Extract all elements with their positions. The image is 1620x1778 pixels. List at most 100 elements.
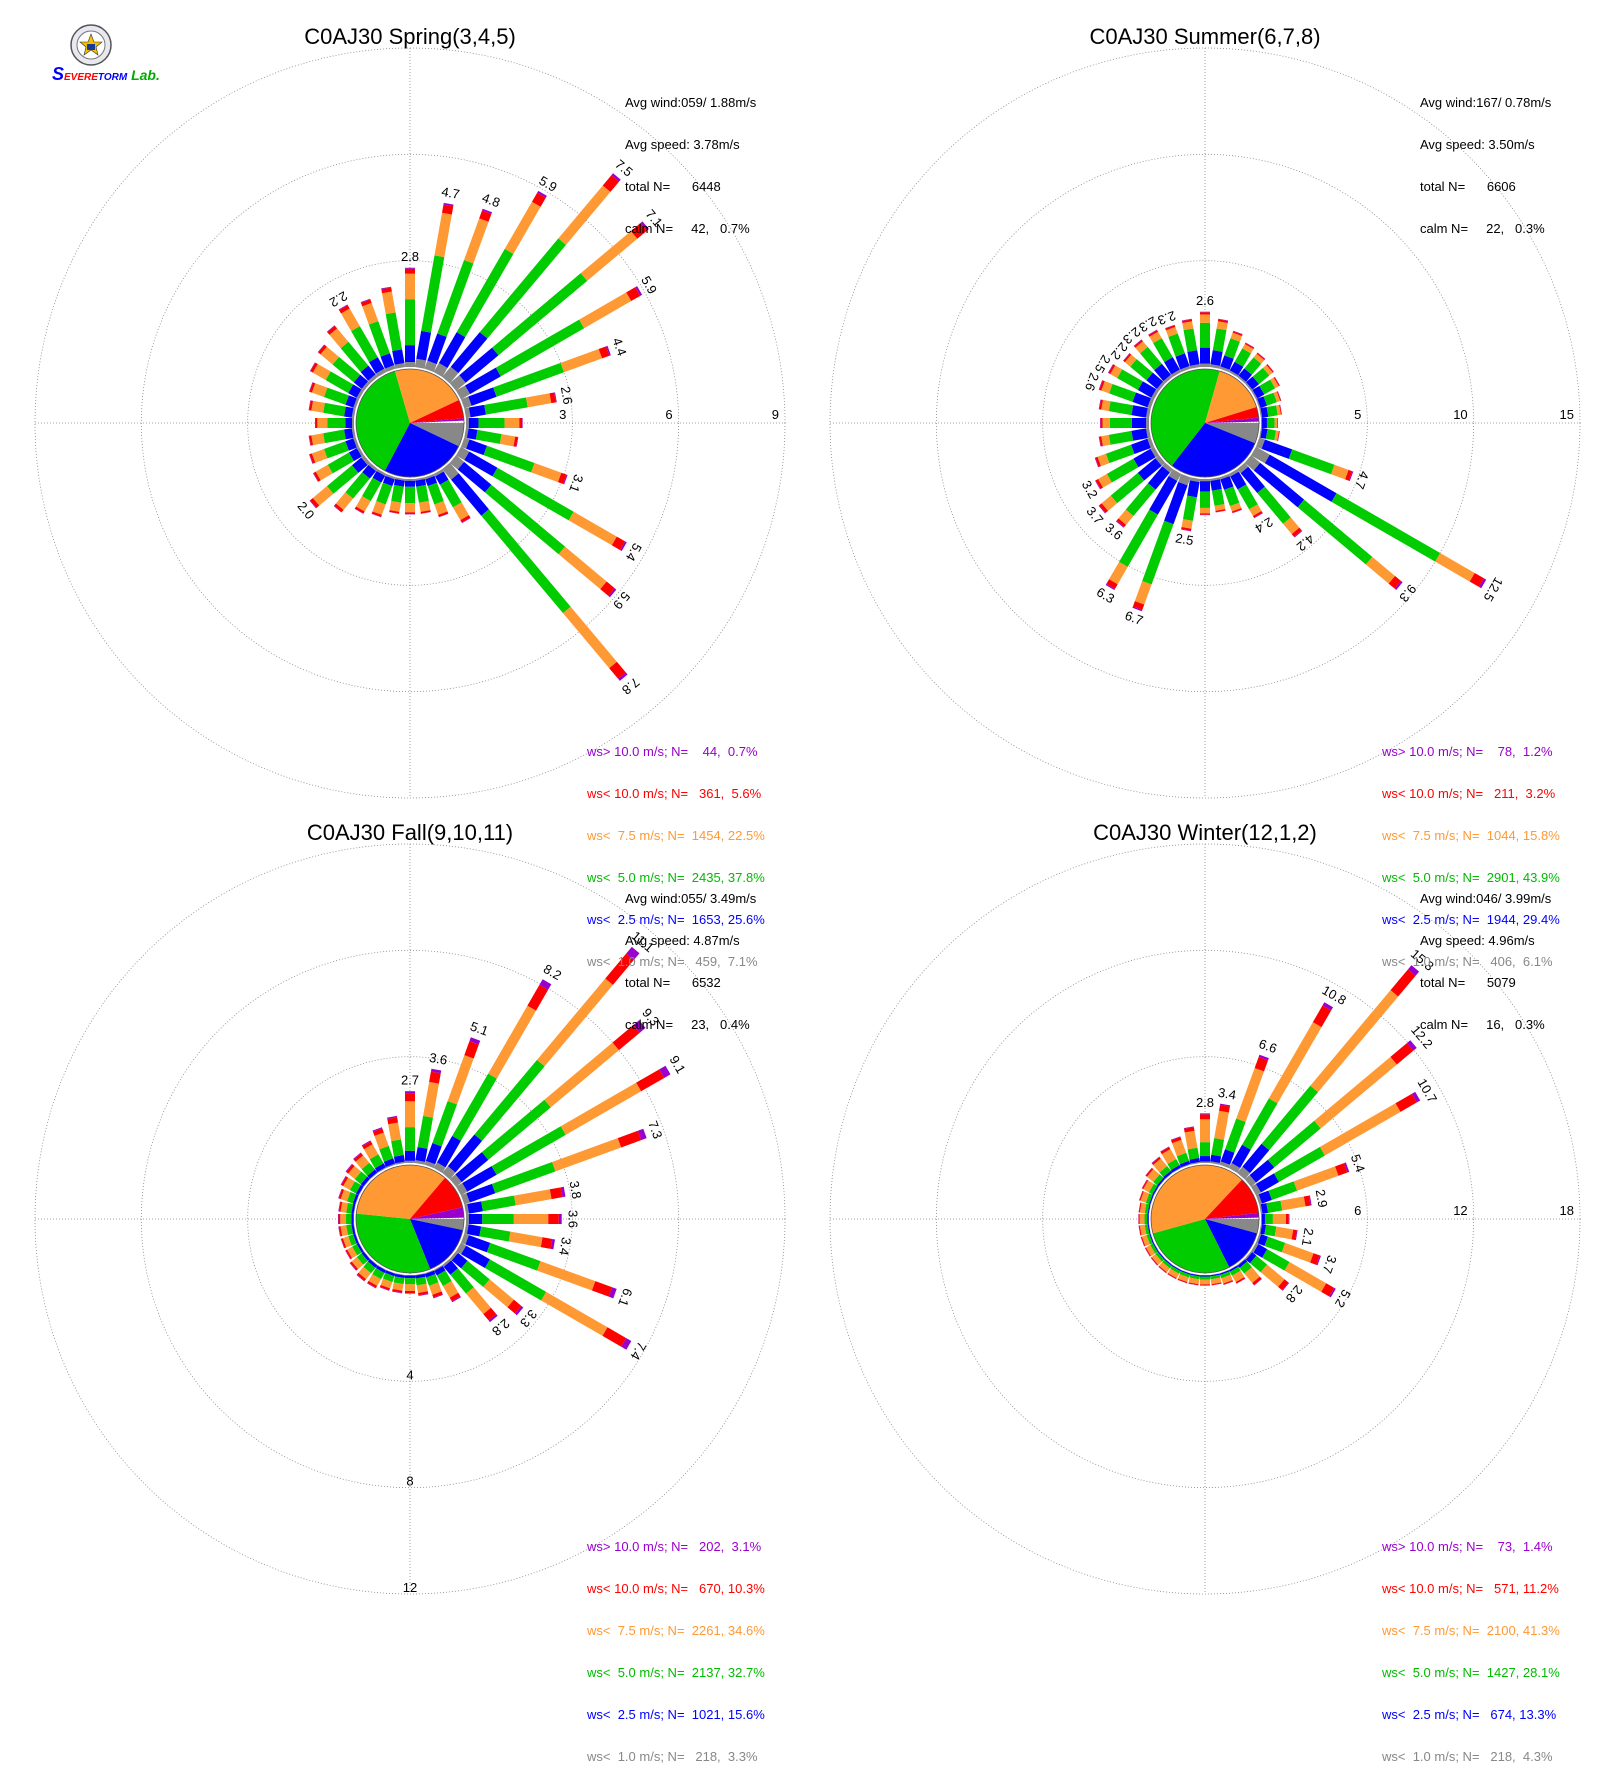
legend-entry-lt5: ws< 5.0 m/s; N= 2137, 32.7% <box>587 1666 765 1680</box>
bar-seg-lt2-5 <box>1210 479 1222 490</box>
lab-logo: SEVERETORM Lab. <box>52 24 142 84</box>
bar-seg-lt5 <box>1200 323 1210 348</box>
bar-total-label: 9.1 <box>667 1053 689 1076</box>
bar-seg-lt2-5 <box>345 418 352 428</box>
bar-seg-lt7-5 <box>537 1261 595 1290</box>
bar-total-label: 8.2 <box>541 961 564 983</box>
bar-seg-lt7-5 <box>541 1292 607 1336</box>
bar-total-label: 5.9 <box>537 173 560 195</box>
bar-seg-gt10 <box>405 1091 415 1093</box>
ring-label: 3 <box>559 407 566 422</box>
legend-entry-lt7-5: ws< 7.5 m/s; N= 2261, 34.6% <box>587 1624 765 1638</box>
bar-seg-lt7-5 <box>1103 418 1110 428</box>
bar-seg-lt5 <box>1109 384 1136 402</box>
bar-total-label: 3.4 <box>556 1236 574 1256</box>
bar-seg-lt10 <box>603 1327 627 1346</box>
stats-spring: Avg wind:059/ 1.88m/s Avg speed: 3.78m/s… <box>625 68 756 250</box>
bar-total-label: 2.5 <box>1174 530 1194 548</box>
bar-seg-lt10 <box>1200 1114 1210 1119</box>
ring-label: 5 <box>1354 407 1361 422</box>
bar-total-label: 7.4 <box>627 1339 649 1362</box>
bar-seg-lt7-5 <box>569 512 617 546</box>
bar-seg-gt10 <box>1200 1113 1210 1114</box>
bar-total-label: 3.6 <box>428 1050 448 1068</box>
bar-seg-lt10 <box>429 1072 441 1084</box>
bar-seg-lt2-5 <box>405 1276 415 1279</box>
legend-entry-lt1: ws< 1.0 m/s; N= 218, 3.3% <box>587 1750 765 1764</box>
ring-label: 12 <box>1453 1203 1467 1218</box>
bar-seg-lt7-5 <box>405 274 415 300</box>
bar-seg-lt5 <box>405 487 415 503</box>
bar-seg-lt7-5 <box>434 213 451 257</box>
bar-seg-lt5 <box>405 300 415 346</box>
bar-seg-lt7-5 <box>1140 1214 1145 1224</box>
bar-seg-lt7-5 <box>405 1101 415 1127</box>
stat-calm-n: calm N= 16, 0.3% <box>1420 1018 1551 1032</box>
bar-total-label: 5.4 <box>1348 1152 1368 1174</box>
bar-seg-lt5 <box>416 485 429 503</box>
bar-seg-lt7-5 <box>552 1138 621 1171</box>
bar-total-label: 4.4 <box>609 336 629 358</box>
bar-seg-calm-lt1 <box>1261 418 1262 428</box>
bar-seg-lt5 <box>474 1060 544 1141</box>
bar-seg-lt10 <box>1200 1284 1210 1285</box>
bar-total-label: 7.3 <box>645 1119 665 1141</box>
bar-seg-lt5 <box>481 1196 516 1212</box>
bar-seg-lt10 <box>519 418 522 428</box>
bar-total-label: 6.6 <box>1257 1036 1279 1056</box>
bar-seg-calm-lt1 <box>1200 479 1210 481</box>
bar-seg-lt5 <box>1224 338 1240 359</box>
bar-seg-lt2-5 <box>1148 1214 1149 1224</box>
chart-title: C0AJ30 Fall(9,10,11) <box>307 820 513 845</box>
stat-calm-n: calm N= 22, 0.3% <box>1420 222 1551 236</box>
bar-total-label: 5.9 <box>638 273 660 296</box>
legend-entry-lt10: ws< 10.0 m/s; N= 211, 3.2% <box>1382 787 1560 801</box>
bar-seg-lt5 <box>1265 1214 1273 1224</box>
logo-word-severe: EVERE <box>64 72 98 83</box>
bar-seg-lt5 <box>484 397 527 414</box>
bar-seg-lt10 <box>405 1291 415 1293</box>
ring-label: 6 <box>665 407 672 422</box>
bar-seg-lt2-5 <box>469 1214 482 1224</box>
ring-label: 9 <box>772 407 779 422</box>
bar-seg-lt7-5 <box>526 393 551 407</box>
legend-entry-lt1: ws< 1.0 m/s; N= 459, 7.1% <box>587 955 765 969</box>
bar-seg-lt7-5 <box>1135 581 1152 605</box>
bar-seg-lt5 <box>391 485 404 503</box>
bar-seg-calm-lt1 <box>1200 364 1210 367</box>
legend-summer: ws> 10.0 m/s; N= 78, 1.2% ws< 10.0 m/s; … <box>1382 717 1560 983</box>
bar-seg-gt10 <box>1289 1214 1290 1224</box>
bar-seg-gt10 <box>405 1293 415 1294</box>
bar-total-label: 2.7 <box>401 1073 419 1088</box>
bar-seg-gt10 <box>405 268 415 269</box>
bar-seg-calm-lt1 <box>405 479 415 481</box>
bar-seg-lt7-5 <box>1200 1119 1210 1142</box>
bar-seg-calm-lt1 <box>466 418 469 428</box>
bar-total-label: 3.7 <box>1319 1253 1339 1275</box>
bar-seg-lt7-5 <box>514 1214 548 1224</box>
bar-seg-lt5 <box>418 1116 433 1149</box>
bar-seg-lt7-5 <box>559 547 607 590</box>
stat-avg-wind: Avg wind:167/ 0.78m/s <box>1420 96 1551 110</box>
bar-seg-lt7-5 <box>1273 1214 1286 1224</box>
bar-seg-lt7-5 <box>464 218 489 263</box>
bar-seg-lt2-5 <box>467 428 478 439</box>
bar-seg-lt7-5 <box>563 607 617 668</box>
bar-seg-lt2-5 <box>467 1201 483 1213</box>
bar-seg-lt5 <box>405 1278 415 1284</box>
bar-seg-lt7-5 <box>579 292 631 328</box>
bar-seg-lt2-5 <box>1187 480 1200 497</box>
bar-seg-lt7-5 <box>341 309 360 332</box>
bar-total-label: 2.6 <box>558 385 576 405</box>
bar-seg-calm-lt1 <box>405 1275 415 1276</box>
bar-seg-lt10 <box>405 269 415 274</box>
bar-seg-lt7-5 <box>1275 418 1278 428</box>
bar-seg-lt7-5 <box>514 1189 552 1205</box>
legend-entry-lt10: ws< 10.0 m/s; N= 571, 11.2% <box>1382 1582 1560 1596</box>
legend-entry-lt5: ws< 5.0 m/s; N= 2435, 37.8% <box>587 871 765 885</box>
bar-seg-lt10 <box>1139 1214 1140 1224</box>
legend-entry-lt1: ws< 1.0 m/s; N= 406, 6.1% <box>1382 955 1560 969</box>
bar-total-label: 5.1 <box>468 1018 490 1038</box>
bar-seg-lt7-5 <box>483 1279 514 1307</box>
ring-label: 18 <box>1560 1203 1574 1218</box>
